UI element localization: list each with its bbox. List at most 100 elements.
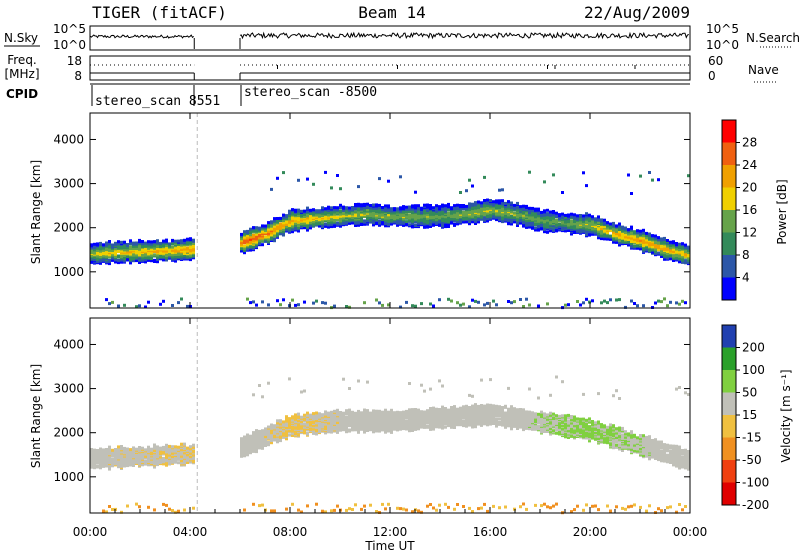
heatmap-cell	[264, 235, 267, 239]
heatmap-cell	[525, 211, 528, 215]
heatmap-cell	[264, 444, 267, 447]
heatmap-cell	[294, 224, 297, 228]
heatmap-cell	[306, 216, 309, 220]
heatmap-cell	[513, 207, 516, 211]
heatmap-cell	[468, 305, 471, 309]
heatmap-cell	[486, 219, 489, 223]
heatmap-cell	[255, 433, 258, 437]
heatmap-cell	[363, 202, 366, 206]
heatmap-cell	[585, 219, 588, 223]
heatmap-cell	[276, 419, 279, 423]
heatmap-cell	[102, 243, 105, 247]
heatmap-cell	[645, 246, 648, 250]
heatmap-cell	[447, 414, 450, 418]
heatmap-cell	[576, 300, 579, 303]
cpid-label: CPID	[6, 87, 38, 101]
heatmap-cell	[117, 447, 120, 451]
heatmap-cell	[663, 297, 666, 301]
colorbar-tick-label: 16	[742, 203, 757, 217]
heatmap-cell	[159, 452, 162, 456]
heatmap-cell	[135, 460, 138, 464]
heatmap-cell	[99, 241, 102, 245]
heatmap-cell	[291, 208, 294, 212]
heatmap-cell	[660, 244, 663, 247]
heatmap-cell	[117, 463, 120, 466]
heatmap-cell	[414, 304, 417, 308]
heatmap-cell	[153, 508, 156, 512]
heatmap-cell	[270, 423, 273, 427]
heatmap-cell	[111, 451, 114, 454]
heatmap-cell	[366, 208, 369, 212]
heatmap-cell	[267, 229, 270, 233]
heatmap-cell	[99, 463, 102, 466]
heatmap-cell	[249, 248, 252, 252]
heatmap-cell	[432, 206, 435, 210]
heatmap-cell	[288, 421, 291, 425]
heatmap-cell	[285, 417, 288, 421]
nsky-panel: N.Sky 10^5 10^0 10^5 10^0 N.Search	[4, 22, 800, 52]
heatmap-cell	[666, 256, 669, 260]
heatmap-cell	[183, 508, 186, 512]
heatmap-cell	[405, 508, 408, 512]
heatmap-cell	[267, 440, 270, 444]
heatmap-cell	[681, 242, 684, 246]
heatmap-cell	[138, 256, 141, 260]
freq-frame	[89, 55, 691, 81]
heatmap-cell	[669, 300, 672, 304]
heatmap-cell	[687, 254, 690, 258]
heatmap-cell	[594, 217, 597, 221]
heatmap-cell	[159, 247, 162, 251]
heatmap-cell	[348, 410, 351, 414]
heatmap-cell	[300, 510, 303, 514]
heatmap-cell	[444, 413, 447, 417]
heatmap-cell	[297, 508, 300, 512]
heatmap-cell	[270, 226, 273, 230]
heatmap-cell	[399, 305, 402, 309]
heatmap-cell	[435, 204, 438, 208]
heatmap-cell	[162, 247, 165, 251]
heatmap-cell	[366, 414, 369, 418]
heatmap-cell	[435, 411, 438, 414]
heatmap-cell	[495, 209, 498, 213]
heatmap-cell	[528, 170, 531, 174]
heatmap-cell	[288, 417, 291, 421]
heatmap-cell	[183, 247, 186, 251]
heatmap-cell	[171, 445, 174, 449]
heatmap-cell	[408, 205, 411, 209]
heatmap-cell	[240, 452, 243, 456]
colorbar-swatch	[722, 277, 736, 300]
heatmap-cell	[162, 299, 165, 303]
heatmap-cell	[282, 171, 285, 175]
heatmap-cell	[426, 414, 429, 418]
heatmap-cell	[105, 248, 108, 252]
heatmap-cell	[360, 203, 363, 207]
heatmap-cell	[612, 221, 615, 225]
heatmap-cell	[153, 240, 156, 244]
heatmap-cell	[252, 444, 255, 448]
heatmap-cell	[423, 421, 426, 425]
heatmap-cell	[546, 212, 549, 216]
heatmap-cell	[651, 178, 654, 182]
heatmap-cell	[363, 421, 366, 425]
heatmap-cell	[378, 219, 381, 223]
ytick-label: 4000	[53, 132, 84, 146]
heatmap-cell	[168, 507, 171, 511]
heatmap-cell	[282, 213, 285, 217]
heatmap-cell	[552, 224, 555, 228]
heatmap-cell	[252, 244, 255, 248]
heatmap-cell	[468, 214, 471, 218]
heatmap-cell	[501, 199, 504, 203]
heatmap-cell	[168, 451, 171, 455]
heatmap-cell	[114, 255, 117, 258]
heatmap-cell	[405, 409, 408, 413]
heatmap-cell	[285, 225, 288, 229]
heatmap-cell	[402, 419, 405, 423]
heatmap-cell	[429, 209, 432, 213]
heatmap-cell	[396, 506, 399, 510]
heatmap-cell	[582, 214, 585, 218]
heatmap-cell	[582, 301, 585, 305]
heatmap-cell	[306, 224, 309, 228]
heatmap-cell	[93, 256, 96, 259]
heatmap-cell	[453, 222, 456, 226]
heatmap-cell	[609, 234, 612, 238]
